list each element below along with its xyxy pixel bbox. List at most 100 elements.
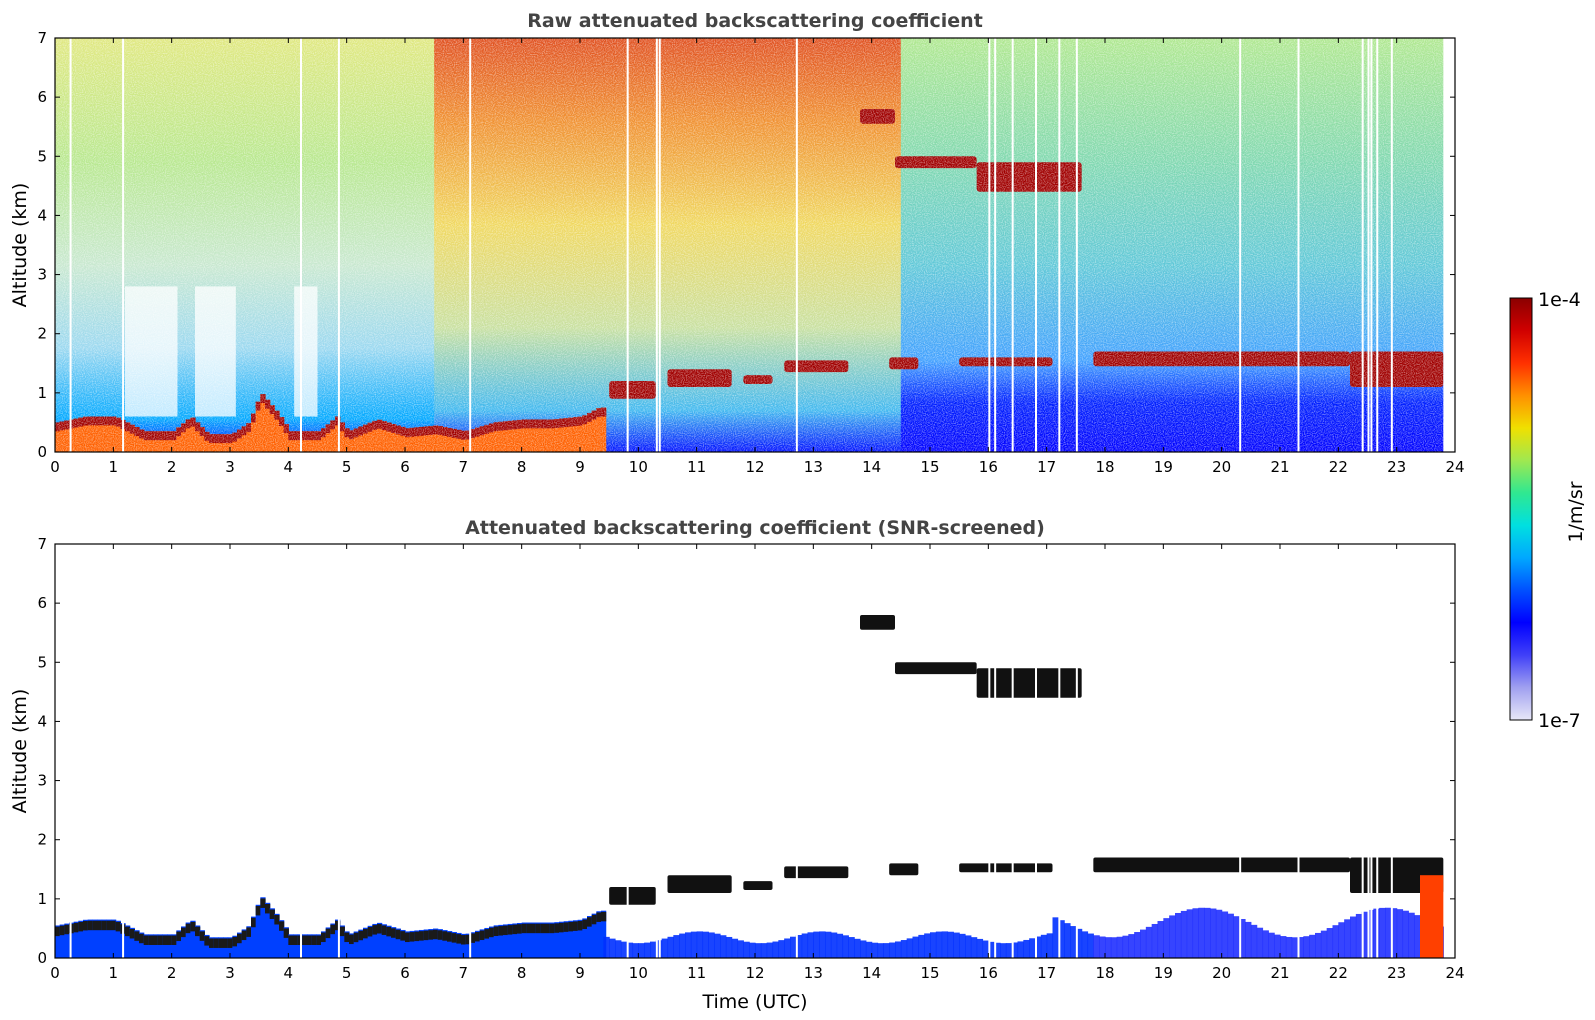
screened-aerosol-column [1361, 911, 1369, 958]
screened-boundary-layer [475, 930, 481, 958]
x-tick-label: 21 [1270, 964, 1289, 982]
screened-boundary-layer-top [582, 919, 588, 930]
screened-boundary-layer [330, 923, 336, 958]
screened-boundary-layer-top [456, 934, 462, 944]
screened-boundary-layer [414, 930, 420, 958]
missing-profile [1370, 544, 1373, 958]
screened-aerosol-column [836, 933, 844, 958]
screened-aerosol-column [1233, 916, 1240, 958]
screened-boundary-layer [489, 926, 495, 958]
screened-aerosol-column [1175, 912, 1182, 958]
screened-aerosol-column [609, 938, 616, 958]
screened-aerosol-column [965, 935, 972, 958]
screened-boundary-layer-top [400, 931, 406, 941]
missing-profile [655, 544, 658, 958]
screened-boundary-layer-top [55, 926, 61, 937]
screened-aerosol-column [860, 940, 867, 958]
screened-boundary-layer-top [101, 920, 107, 931]
x-tick-label: 0 [50, 458, 60, 476]
screened-boundary-layer [540, 922, 546, 958]
screened-aerosol-column [1005, 943, 1013, 958]
no-data-region [1443, 38, 1455, 452]
missing-profile [300, 38, 302, 452]
screened-aerosol-column [801, 933, 809, 958]
screened-aerosol-column [702, 931, 709, 958]
screened-aerosol-column [1291, 937, 1299, 958]
screened-boundary-layer [87, 919, 93, 958]
screened-boundary-layer-top [568, 921, 574, 932]
screened-boundary-layer [470, 932, 476, 958]
screened-aerosol-column [1355, 913, 1363, 958]
x-tick-label: 19 [1154, 458, 1173, 476]
screened-boundary-layer-top [237, 933, 243, 944]
screened-boundary-layer [204, 934, 210, 958]
screened-aerosol-column [1297, 937, 1304, 958]
screened-boundary-layer-top [563, 922, 569, 932]
screened-boundary-layer-top [73, 922, 79, 933]
screened-boundary-layer-top [573, 921, 579, 931]
missing-profile [994, 38, 997, 452]
colorbar-gradient [1509, 297, 1533, 721]
colorbar-unit-label: 1/m/sr [1565, 481, 1587, 542]
screened-boundary-layer [232, 935, 238, 958]
screened-boundary-layer [391, 927, 397, 958]
missing-profile [1239, 38, 1242, 452]
missing-profile [69, 38, 72, 452]
screened-boundary-layer-top [97, 920, 103, 931]
y-tick-label: 5 [37, 653, 47, 671]
screened-aerosol-column [1250, 924, 1258, 958]
screened-aerosol-column [1134, 932, 1141, 958]
screened-boundary-layer-top [316, 935, 322, 945]
screened-aerosol-column [1064, 923, 1071, 958]
panel-raw-y-axis: 0 1 2 3 4 5 6 7 [37, 29, 1455, 461]
screened-aerosol-column [1396, 909, 1404, 958]
y-tick-label: 5 [37, 147, 47, 165]
screened-aerosol-column [970, 937, 978, 958]
screened-boundary-layer [162, 934, 168, 958]
screened-aerosol-column [807, 932, 814, 958]
screened-aerosol-column [603, 936, 610, 958]
x-tick-label: 10 [629, 964, 648, 982]
screened-cloud-layer [784, 866, 849, 879]
x-tick-label: 5 [342, 458, 352, 476]
screened-aerosol-column [661, 938, 669, 958]
screened-aerosol-column [725, 936, 733, 958]
screened-aerosol-column [720, 935, 727, 958]
missing-profile [988, 38, 991, 452]
screened-boundary-layer [167, 934, 173, 958]
screened-boundary-layer [101, 919, 107, 958]
screened-aerosol-column [626, 942, 634, 958]
screened-boundary-layer [260, 897, 266, 958]
screened-boundary-layer-top [405, 932, 411, 943]
missing-profile [795, 544, 798, 958]
screened-aerosol-column [1105, 937, 1112, 958]
screened-boundary-layer [157, 934, 163, 958]
panel-raw: Raw attenuated backscattering coefficien… [9, 10, 1465, 476]
x-tick-label: 15 [920, 458, 939, 476]
screened-boundary-layer-top [433, 929, 439, 940]
screened-boundary-layer [517, 922, 523, 958]
screened-boundary-layer [549, 922, 555, 958]
screened-aerosol-column [1303, 936, 1310, 958]
screened-boundary-layer [353, 931, 359, 958]
screened-boundary-layer [377, 922, 383, 958]
panel-raw-title: Raw attenuated backscattering coefficien… [527, 10, 983, 32]
screened-aerosol-column [1151, 923, 1159, 958]
screened-aerosol-column [994, 942, 1001, 958]
screened-boundary-layer-top [181, 927, 187, 938]
screened-boundary-layer [395, 928, 401, 958]
x-tick-label: 18 [1095, 964, 1114, 982]
missing-profile [1370, 38, 1373, 452]
screened-boundary-layer-top [517, 924, 523, 934]
screened-boundary-layer-top [190, 921, 196, 932]
screened-aerosol-column [1180, 910, 1188, 958]
x-tick-label: 0 [50, 964, 60, 982]
y-tick-label: 6 [37, 594, 47, 612]
missing-profile [1376, 38, 1379, 452]
screened-aerosol-column [1070, 926, 1077, 958]
screened-boundary-layer-top [302, 935, 308, 945]
screened-boundary-layer-top [153, 935, 159, 945]
screened-boundary-layer [316, 934, 322, 958]
screened-boundary-layer-top [484, 929, 490, 939]
screened-boundary-layer-top [461, 935, 467, 945]
